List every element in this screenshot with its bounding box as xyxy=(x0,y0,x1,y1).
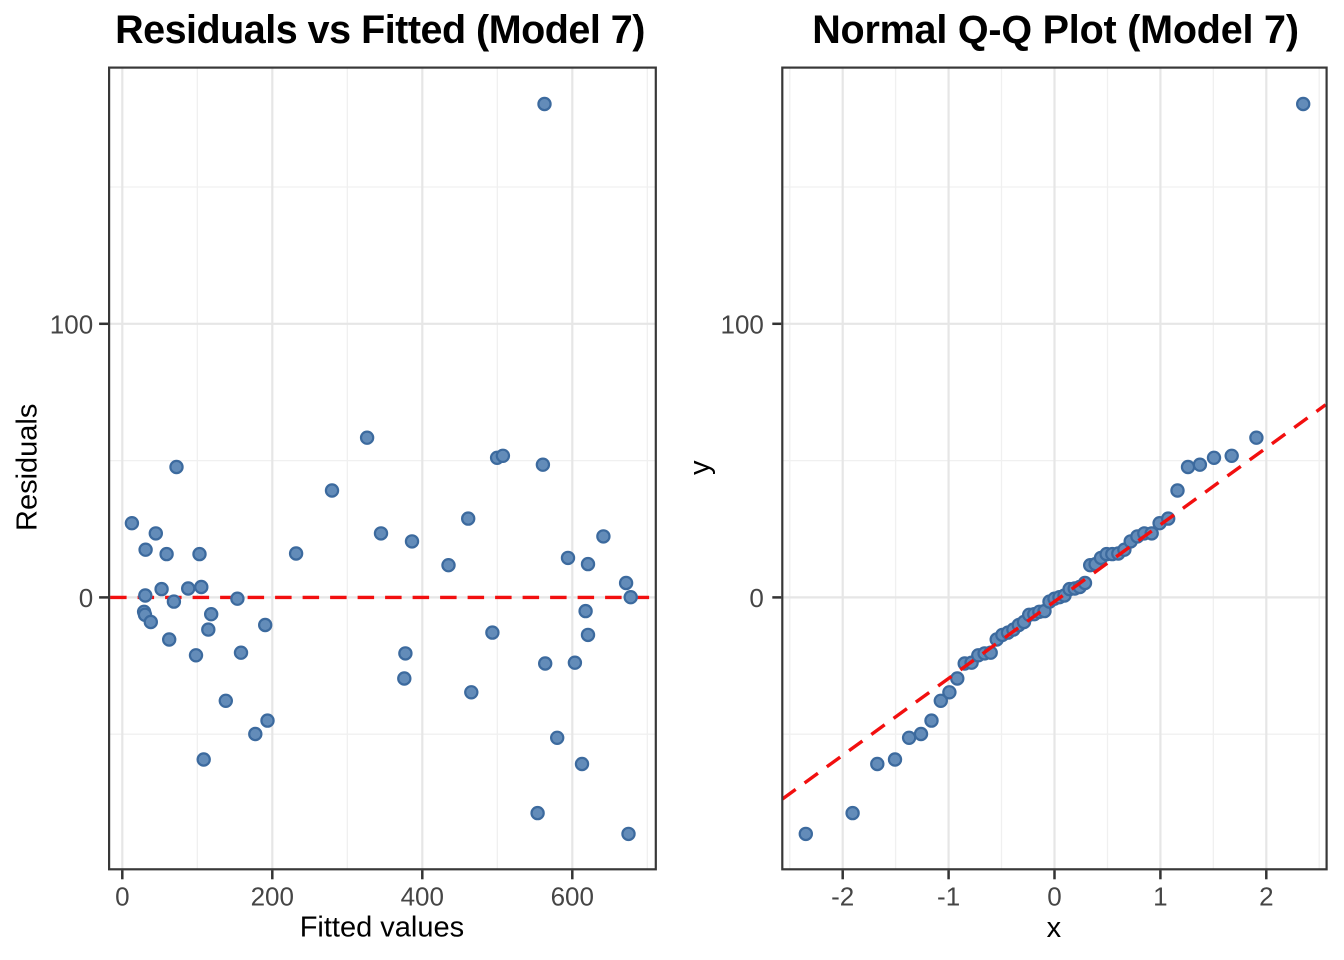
svg-text:0: 0 xyxy=(79,583,93,613)
svg-text:y: y xyxy=(684,460,716,475)
svg-text:Residuals vs Fitted (Model 7): Residuals vs Fitted (Model 7) xyxy=(115,8,645,52)
svg-text:100: 100 xyxy=(721,310,764,340)
svg-text:Normal Q-Q Plot (Model 7): Normal Q-Q Plot (Model 7) xyxy=(812,8,1299,52)
svg-text:100: 100 xyxy=(50,310,93,340)
svg-text:600: 600 xyxy=(551,881,594,911)
svg-text:0: 0 xyxy=(115,881,129,911)
svg-text:0: 0 xyxy=(1047,881,1061,911)
svg-text:200: 200 xyxy=(251,881,294,911)
svg-text:1: 1 xyxy=(1153,881,1167,911)
svg-text:Residuals: Residuals xyxy=(12,404,44,531)
svg-text:-1: -1 xyxy=(937,881,960,911)
svg-text:0: 0 xyxy=(749,583,763,613)
svg-text:-2: -2 xyxy=(831,881,854,911)
svg-text:400: 400 xyxy=(401,881,444,911)
svg-text:2: 2 xyxy=(1259,881,1273,911)
svg-text:Fitted values: Fitted values xyxy=(300,912,464,944)
svg-text:x: x xyxy=(1047,912,1062,944)
